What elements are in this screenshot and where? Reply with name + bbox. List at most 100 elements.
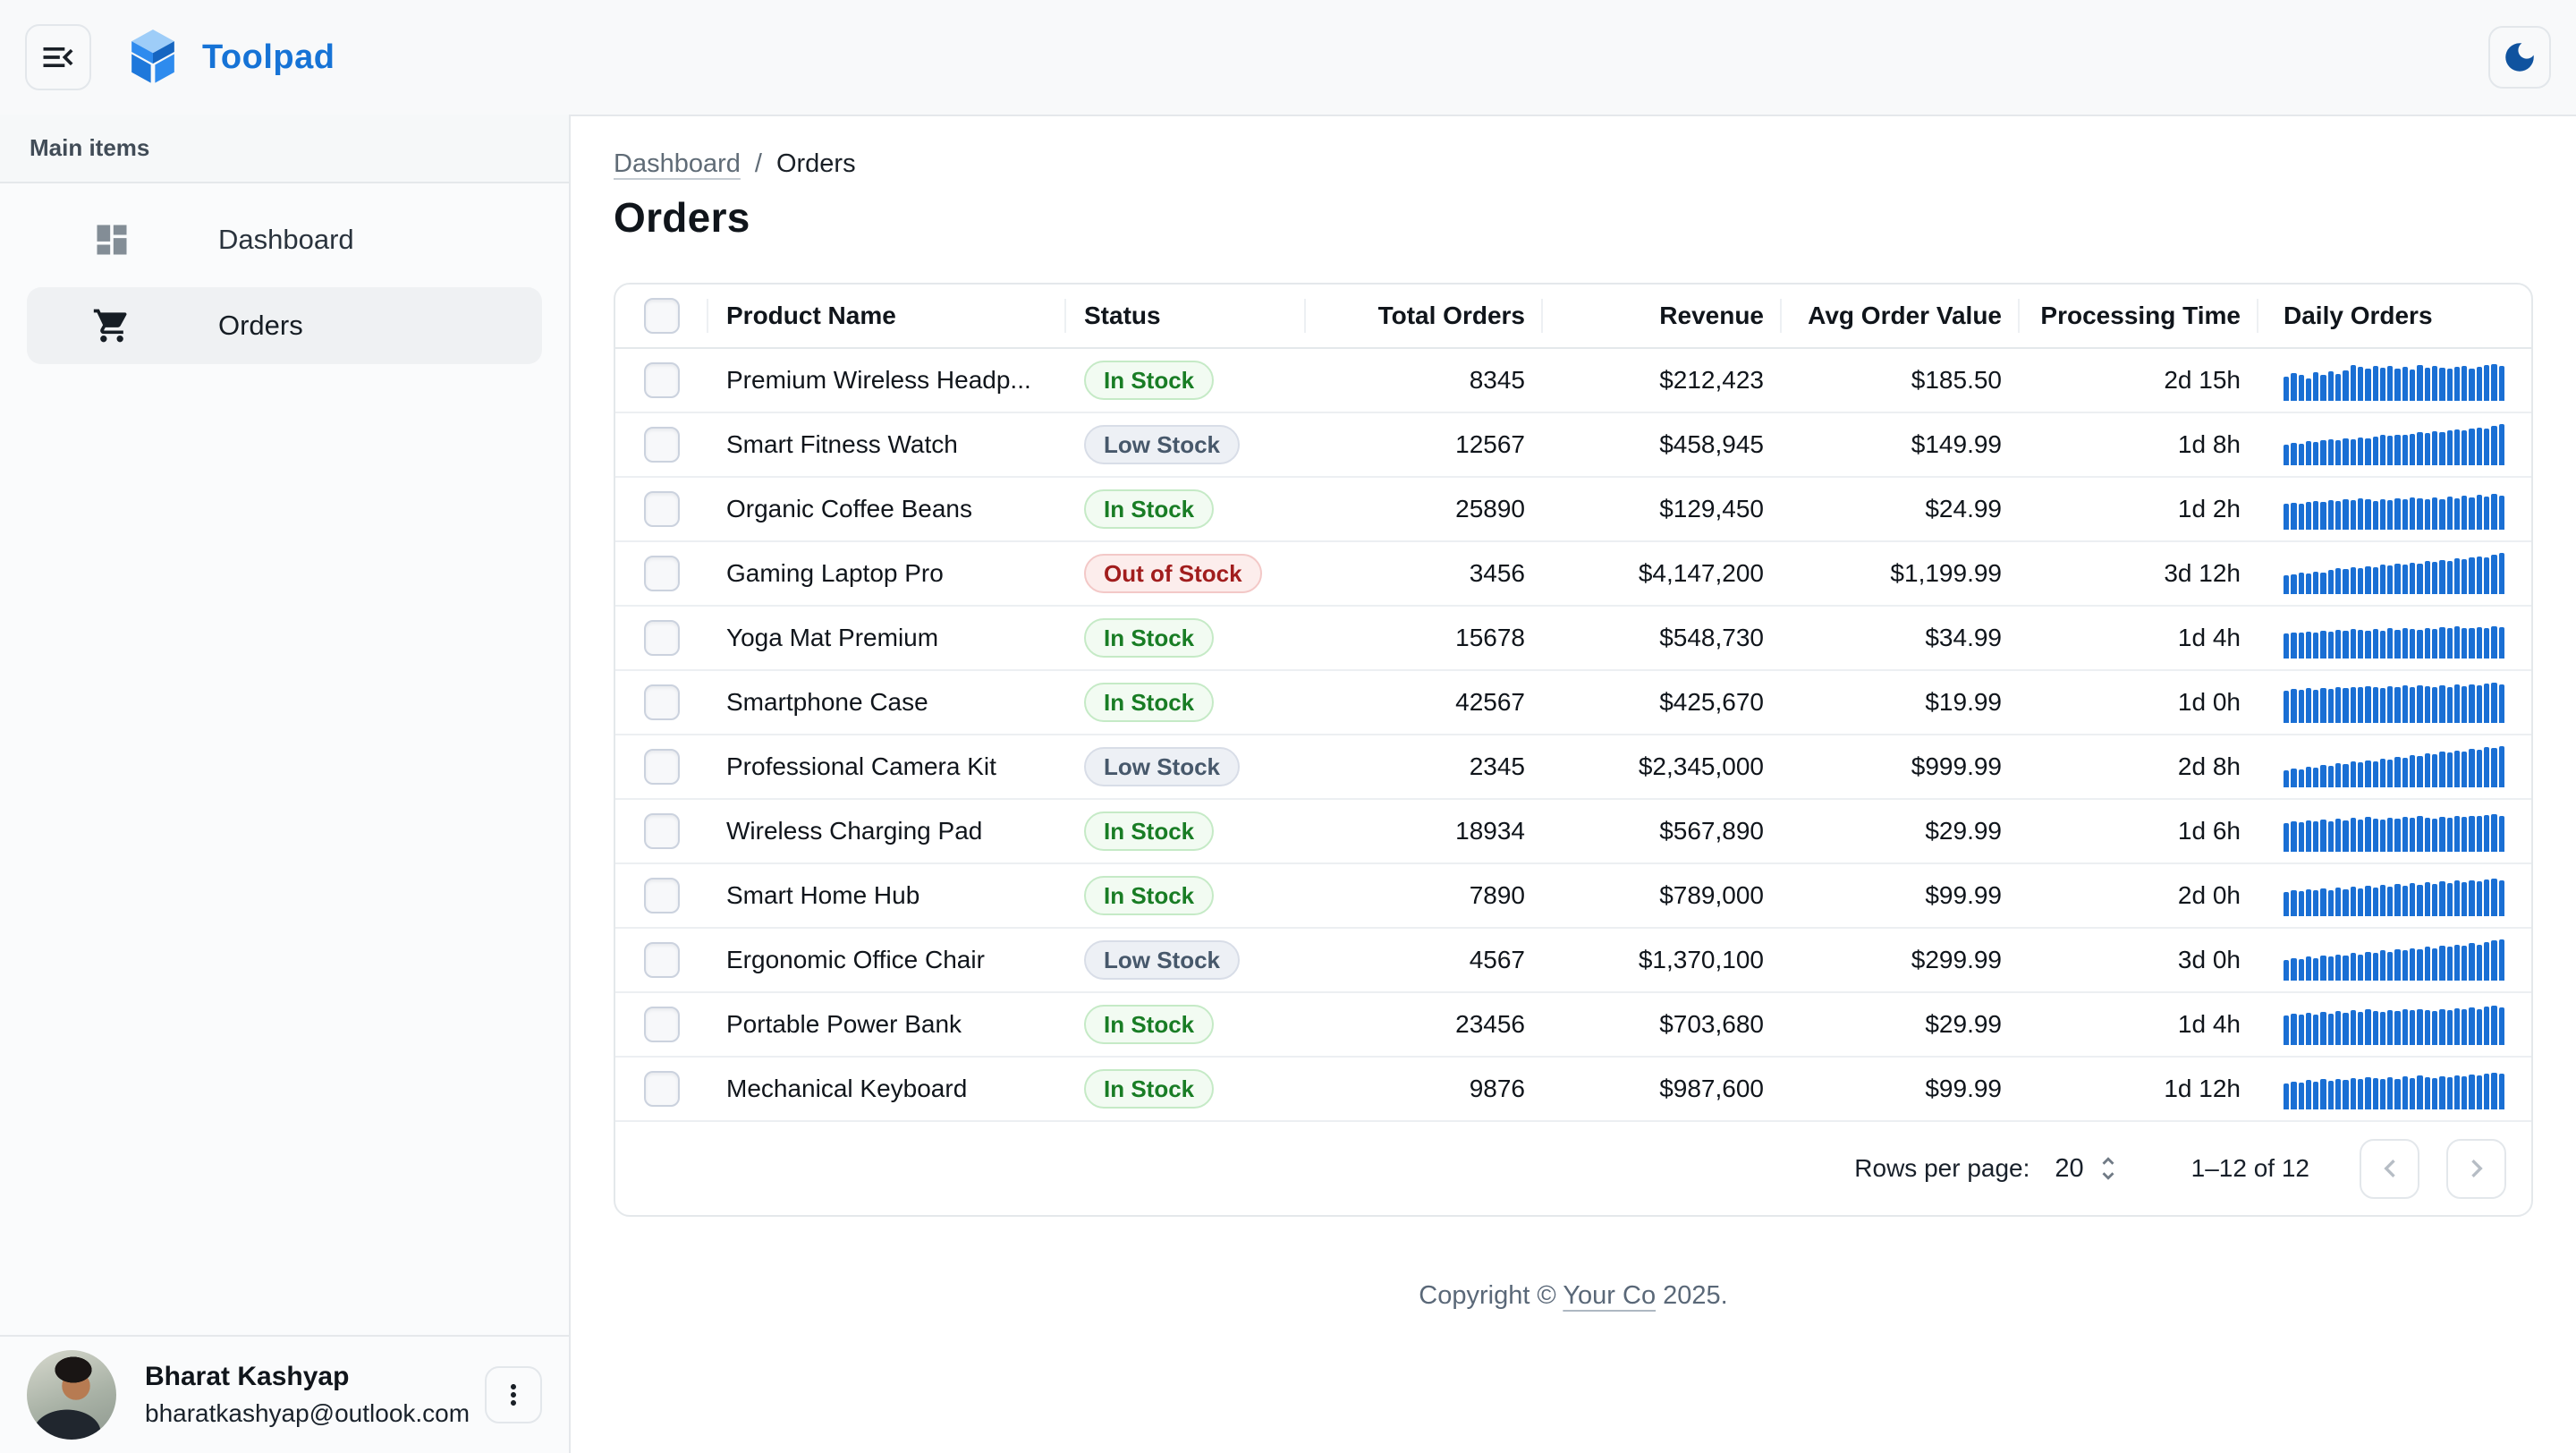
menu-open-icon [43, 47, 73, 67]
table-row: Premium Wireless Headp... In Stock 8345 $21… [615, 349, 2531, 413]
spark-bar [2365, 817, 2371, 852]
spark-bar [2291, 1014, 2297, 1045]
spark-bar [2453, 880, 2461, 916]
brand[interactable]: Toolpad [127, 30, 335, 85]
spark-bar [2327, 956, 2334, 981]
status-cell: Low Stock [1066, 929, 1306, 991]
spark-bar [2417, 563, 2423, 594]
row-checkbox[interactable] [644, 620, 680, 656]
spark-bar [2379, 630, 2386, 659]
row-checkbox[interactable] [644, 1071, 680, 1107]
spark-bar [2343, 764, 2349, 787]
sidebar-item-dashboard[interactable]: Dashboard [27, 201, 542, 278]
dark-mode-moon-icon [2505, 43, 2534, 72]
spark-bar [2291, 820, 2297, 852]
spark-bar [2298, 891, 2304, 916]
next-page-button[interactable] [2446, 1138, 2506, 1199]
spark-bar [2327, 688, 2334, 723]
product-name-cell: Professional Camera Kit [726, 752, 996, 780]
total-orders-cell: 23456 [1455, 1010, 1525, 1038]
column-header-status[interactable]: Status [1066, 285, 1306, 347]
row-checkbox[interactable] [644, 1007, 680, 1042]
spark-bar [2431, 818, 2438, 852]
spark-bar [2439, 752, 2445, 787]
sidebar-section-label: Main items [30, 134, 150, 161]
table-row: Mechanical Keyboard In Stock 9876 $987,600 $… [615, 1058, 2531, 1122]
sidebar-item-orders[interactable]: Orders [27, 287, 542, 364]
spark-bar [2327, 370, 2334, 401]
spark-bar [2431, 497, 2438, 530]
spark-bar [2291, 443, 2297, 465]
spark-bar [2357, 954, 2364, 981]
daily-orders-cell [2258, 671, 2531, 734]
spark-bar [2476, 1008, 2483, 1045]
status-badge: In Stock [1084, 361, 1215, 400]
avg-order-value-cell: $24.99 [1925, 495, 2002, 523]
spark-bar [2291, 890, 2297, 916]
spark-bar [2298, 503, 2304, 530]
theme-toggle-button[interactable] [2488, 26, 2551, 89]
row-checkbox[interactable] [644, 878, 680, 913]
row-checkbox[interactable] [644, 942, 680, 978]
processing-time-cell: 2d 15h [2164, 366, 2241, 394]
spark-bar [2498, 366, 2504, 401]
row-checkbox[interactable] [644, 427, 680, 463]
column-header-revenue[interactable]: Revenue [1543, 285, 1782, 347]
spark-bar [2410, 947, 2416, 981]
spark-bar [2350, 1010, 2356, 1045]
product-name-cell: Mechanical Keyboard [726, 1075, 968, 1102]
page-title: Orders [614, 194, 750, 241]
status-cell: In Stock [1066, 993, 1306, 1056]
spark-bar [2298, 1082, 2304, 1109]
spark-bar [2357, 819, 2364, 852]
spark-bar [2498, 627, 2504, 659]
spark-bar [2327, 766, 2334, 787]
spark-bar [2379, 368, 2386, 401]
spark-bar [2343, 370, 2349, 401]
user-menu-button[interactable] [485, 1366, 542, 1423]
column-header-processing-time[interactable]: Processing Time [2020, 285, 2258, 347]
spark-bar [2298, 769, 2304, 787]
spark-bar [2387, 817, 2394, 852]
spark-bar [2343, 1079, 2349, 1109]
select-all-checkbox[interactable] [644, 298, 680, 334]
row-checkbox[interactable] [644, 749, 680, 785]
breadcrumb-link-dashboard[interactable]: Dashboard [614, 149, 741, 178]
company-link[interactable]: Your Co [1563, 1281, 1657, 1310]
collapse-menu-button[interactable] [25, 24, 91, 90]
column-header-product-name[interactable]: Product Name [708, 285, 1066, 347]
spark-bar [2387, 1009, 2394, 1045]
row-checkbox[interactable] [644, 556, 680, 591]
sidebar: Main items Dashboard Orders Bharat Kashy… [0, 115, 571, 1453]
spark-bar [2305, 574, 2312, 594]
previous-page-button[interactable] [2360, 1138, 2419, 1199]
spark-bar [2343, 631, 2349, 659]
table-row: Professional Camera Kit Low Stock 2345 $2,3… [615, 735, 2531, 800]
column-header-avg-order-value[interactable]: Avg Order Value [1782, 285, 2020, 347]
spark-bar [2313, 1081, 2319, 1109]
processing-time-cell: 1d 4h [2177, 624, 2241, 651]
status-badge: In Stock [1084, 876, 1215, 915]
spark-bar [2417, 1075, 2423, 1109]
spark-bar [2284, 575, 2290, 594]
product-name-cell: Smart Fitness Watch [726, 430, 958, 458]
column-header-total-orders[interactable]: Total Orders [1306, 285, 1543, 347]
row-checkbox[interactable] [644, 362, 680, 398]
row-checkbox[interactable] [644, 813, 680, 849]
spark-bar [2491, 554, 2497, 594]
column-header-daily-orders[interactable]: Daily Orders [2284, 302, 2433, 329]
spark-bar [2484, 428, 2490, 465]
spark-bar [2365, 1076, 2371, 1109]
row-checkbox[interactable] [644, 684, 680, 720]
spark-bar [2431, 1077, 2438, 1109]
spark-bar [2410, 755, 2416, 787]
rows-per-page-value[interactable]: 20 [2055, 1153, 2084, 1183]
spark-bar [2453, 367, 2461, 401]
rows-per-page-stepper[interactable] [2093, 1153, 2123, 1184]
avg-order-value-cell: $999.99 [1911, 752, 2002, 780]
row-checkbox[interactable] [644, 491, 680, 527]
spark-bar [2357, 630, 2364, 659]
spark-bar [2305, 767, 2312, 787]
spark-bar [2476, 366, 2483, 401]
spark-bar [2498, 1074, 2504, 1109]
